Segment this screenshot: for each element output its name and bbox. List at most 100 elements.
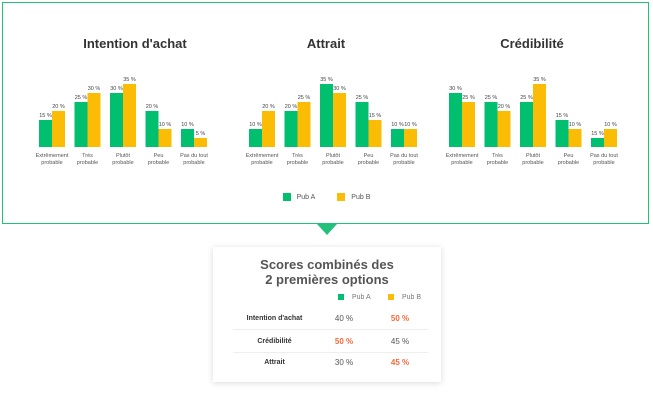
data-label: 15 % [39,113,52,119]
data-label: 30 % [449,86,462,92]
category-label: probable [358,160,379,166]
data-label: 10 % [181,122,194,128]
data-label: 25 % [520,95,533,101]
bar-pub-a [110,93,123,147]
charts-panel [2,2,649,224]
summary-title-line1: Scores combinés des [260,257,394,272]
swatch-pub-a [282,193,291,201]
category-label: probable [251,160,272,166]
category-label: probable [148,160,169,166]
data-label: 35 % [533,77,546,83]
data-label: 20 % [146,104,159,110]
legend-item-pub-a: Pub A [282,193,316,201]
category-label: probable [593,160,614,166]
swatch-pub-b [337,193,346,201]
data-label: 20 % [498,104,511,110]
legend-label: Pub B [351,193,371,201]
category-label: Très [492,153,503,159]
row-label: Attrait [264,358,285,366]
summary-row: Attrait 30 % 45 % [233,351,428,373]
data-label: 10 % [159,122,172,128]
category-label: probable [112,160,133,166]
data-label: 25 % [356,95,369,101]
data-label: 35 % [123,77,136,83]
data-label: 15 % [591,131,604,137]
bar-pub-a [449,93,462,147]
bar-pub-b [158,129,172,147]
bar-pub-b [368,120,382,147]
data-label: 10 % [569,122,582,128]
data-label: 30 % [88,86,101,92]
category-label: probable [183,160,204,166]
summary-row: Crédibilité 50 % 45 % [233,330,428,352]
bar-pub-b [123,84,136,147]
column-header-pub-a: Pub A [338,294,371,301]
bar-pub-a [74,102,88,147]
category-label: Extrêmement [246,153,279,159]
data-label: 15 % [369,113,382,119]
column-header-pub-b: Pub B [388,294,421,301]
swatch-pub-b [388,294,394,301]
column-label: Pub A [352,294,371,301]
category-label: Très [292,153,303,159]
bar-pub-a [284,111,298,147]
bar-pub-b [497,111,511,147]
value-pub-b: 45 % [390,357,410,367]
bar-pub-a [520,102,533,147]
category-label: Plutôt [326,153,341,159]
category-label: Plutôt [116,153,131,159]
data-label: 20 % [52,104,65,110]
summary-card: Scores combinés des 2 premières options P… [213,247,441,382]
legend: Pub A Pub B [0,193,653,201]
category-label: probable [287,160,308,166]
data-label: 5 % [196,131,206,137]
bar-pub-a [391,129,404,147]
chart-title: Attrait [306,36,346,51]
data-label: 20 % [262,104,275,110]
bar-pub-b [262,111,275,147]
category-label: probable [522,160,543,166]
category-label: probable [77,160,98,166]
bar-pub-b [568,129,582,147]
bar-pub-b [604,129,617,147]
value-pub-b: 50 % [390,313,410,323]
swatch-pub-a [338,294,344,301]
data-label: 25 % [298,95,311,101]
category-label: probable [487,160,508,166]
data-label: 25 % [485,95,498,101]
category-label: probable [322,160,343,166]
data-label: 30 % [333,86,346,92]
chart-title: Crédibilité [500,36,564,51]
legend-label: Pub A [296,193,316,201]
data-label: 10 % [249,122,262,128]
data-label: 25 % [462,95,475,101]
category-label: Plutôt [526,153,541,159]
bar-pub-b [462,102,475,147]
row-label: Intention d'achat [246,314,303,322]
bar-pub-a [39,120,52,147]
bar-pub-a [484,102,498,147]
data-label: 15 % [556,113,569,119]
category-label: Pas du tout [590,153,618,159]
bar-pub-a [145,111,159,147]
value-pub-b: 45 % [390,336,410,346]
bar-pub-b [533,84,546,147]
data-label: 10 % [604,122,617,128]
data-label: 20 % [285,104,298,110]
summary-title-line2: 2 premières options [265,272,389,287]
bar-pub-b [333,93,346,147]
category-label: Extrêmement [446,153,479,159]
category-label: probable [393,160,414,166]
category-label: Extrêmement [36,153,69,159]
bar-pub-a [355,102,369,147]
bar-pub-a [249,129,262,147]
category-label: probable [558,160,579,166]
divider [233,352,428,353]
data-label: 10 % [391,122,404,128]
category-label: Peu [564,153,574,159]
bar-pub-b [404,129,417,147]
value-pub-a: 40 % [334,313,354,323]
category-label: probable [451,160,472,166]
